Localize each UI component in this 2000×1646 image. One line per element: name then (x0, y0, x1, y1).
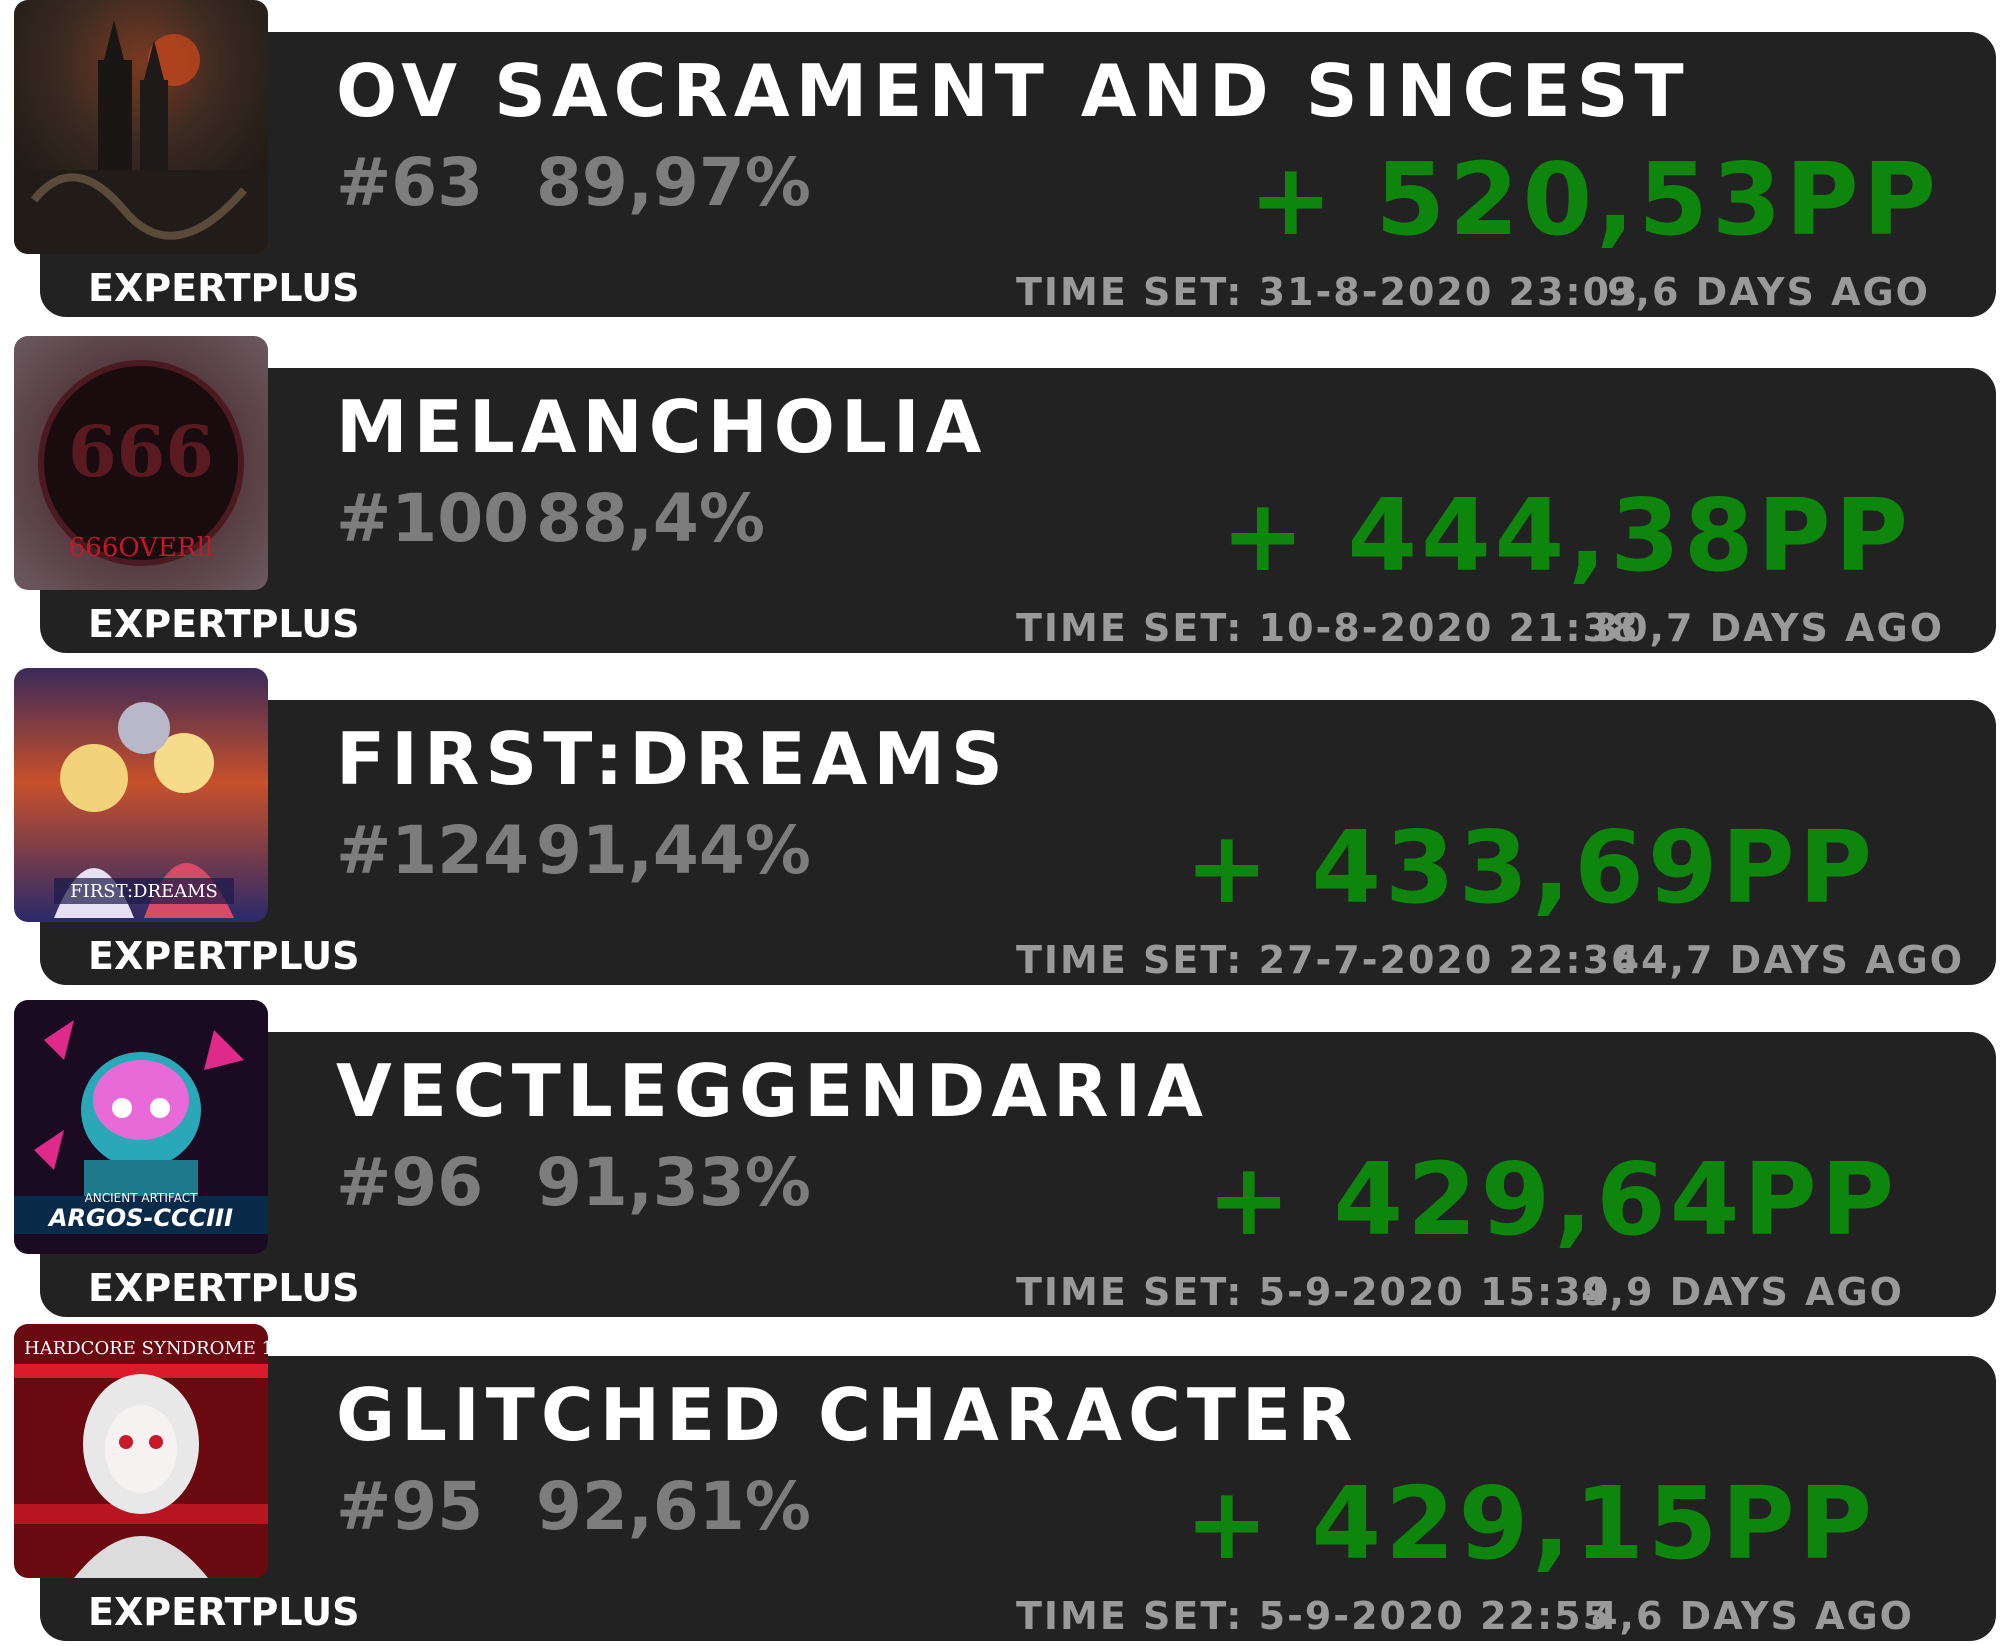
cover-art: ANCIENT ARTIFACT ARGOS-CCCIII (14, 1000, 268, 1254)
score-card[interactable]: 666 666OVERll MELANCHOLIA #100 88,4% + 4… (0, 336, 2000, 653)
pp-value: + 433,69PP (1184, 809, 1876, 926)
pp-value: + 429,15PP (1184, 1465, 1876, 1582)
svg-text:666: 666 (68, 410, 214, 493)
accuracy: 89,97% (536, 144, 811, 221)
song-title: VECTLEGGENDARIA (336, 1049, 1209, 1133)
difficulty-label: EXPERTPLUS (88, 1590, 360, 1634)
cover-art (14, 0, 268, 254)
pp-value: + 444,38PP (1220, 477, 1912, 594)
rank: #63 (336, 144, 484, 221)
svg-text:666OVERll: 666OVERll (69, 533, 213, 563)
card-background (40, 368, 1996, 653)
rank: #96 (336, 1144, 484, 1221)
accuracy: 91,33% (536, 1144, 811, 1221)
days-ago: 9,6 DAYS AGO (1607, 270, 1930, 314)
pp-value: + 429,64PP (1206, 1141, 1898, 1258)
time-set: TIME SET: 10-8-2020 21:38 (1016, 606, 1640, 650)
song-title: OV SACRAMENT AND SINCEST (336, 49, 1690, 133)
cover-art: 666 666OVERll (14, 336, 268, 590)
accuracy: 92,61% (536, 1468, 811, 1545)
days-ago: 4,9 DAYS AGO (1581, 1270, 1904, 1314)
score-card[interactable]: FIRST:DREAMS FIRST:DREAMS #124 91,44% + … (0, 668, 2000, 985)
song-title: MELANCHOLIA (336, 385, 988, 469)
pp-value: + 520,53PP (1248, 141, 1940, 258)
card-background (40, 1356, 1996, 1641)
song-title: FIRST:DREAMS (336, 717, 1009, 801)
card-background (40, 700, 1996, 985)
accuracy: 88,4% (536, 480, 765, 557)
glitch-girl-cover-art: HARDCORE SYNDROME 12 (14, 1324, 268, 1578)
neon-robot-cover-art: ANCIENT ARTIFACT ARGOS-CCCIII (14, 1000, 268, 1254)
days-ago: 4,6 DAYS AGO (1591, 1594, 1914, 1638)
song-title: GLITCHED CHARACTER (336, 1373, 1359, 1457)
card-background (40, 1032, 1996, 1317)
days-ago: 44,7 DAYS AGO (1612, 938, 1964, 982)
666-circle-cover-art: 666 666OVERll (14, 336, 268, 590)
time-set: TIME SET: 5-9-2020 15:39 (1016, 1270, 1612, 1314)
time-set: TIME SET: 5-9-2020 22:55 (1016, 1594, 1612, 1638)
dark-cathedral-cover-art (14, 0, 268, 254)
cover-art: FIRST:DREAMS (14, 668, 268, 922)
rank: #100 (336, 480, 530, 557)
rank: #95 (336, 1468, 484, 1545)
cover-art: HARDCORE SYNDROME 12 (14, 1324, 268, 1578)
difficulty-label: EXPERTPLUS (88, 1266, 360, 1310)
svg-text:FIRST:DREAMS: FIRST:DREAMS (70, 881, 218, 902)
score-card[interactable]: ANCIENT ARTIFACT ARGOS-CCCIII VECTLEGGEN… (0, 1000, 2000, 1317)
svg-text:ANCIENT ARTIFACT: ANCIENT ARTIFACT (85, 1191, 199, 1205)
time-set: TIME SET: 27-7-2020 22:36 (1016, 938, 1640, 982)
difficulty-label: EXPERTPLUS (88, 266, 360, 310)
accuracy: 91,44% (536, 812, 811, 889)
svg-text:ARGOS-CCCIII: ARGOS-CCCIII (47, 1204, 233, 1232)
score-card[interactable]: HARDCORE SYNDROME 12 GLITCHED CHARACTER … (0, 1324, 2000, 1641)
difficulty-label: EXPERTPLUS (88, 934, 360, 978)
card-background (40, 32, 1996, 317)
rank: #124 (336, 812, 530, 889)
svg-text:HARDCORE SYNDROME 12: HARDCORE SYNDROME 12 (24, 1338, 268, 1359)
anime-girls-cover-art: FIRST:DREAMS (14, 668, 268, 922)
difficulty-label: EXPERTPLUS (88, 602, 360, 646)
score-card[interactable]: OV SACRAMENT AND SINCEST #63 89,97% + 52… (0, 0, 2000, 317)
time-set: TIME SET: 31-8-2020 23:03 (1016, 270, 1640, 314)
days-ago: 30,7 DAYS AGO (1592, 606, 1944, 650)
